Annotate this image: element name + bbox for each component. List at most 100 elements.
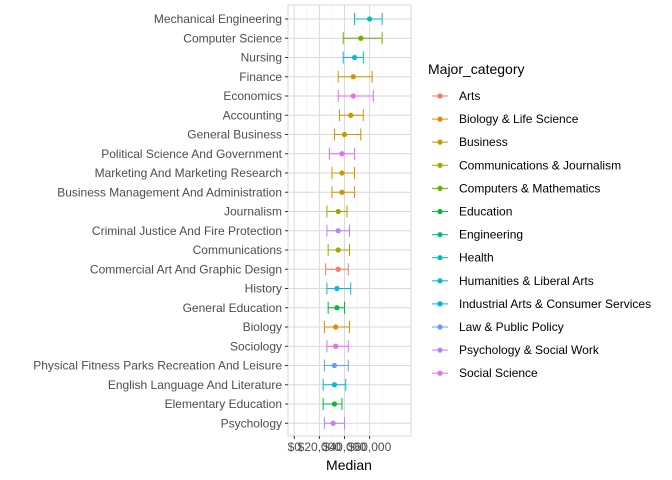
errorbar-point xyxy=(342,51,364,64)
legend-label: Computers & Mathematics xyxy=(459,181,600,195)
y-tick-label: Commercial Art And Graphic Design xyxy=(90,262,282,276)
legend-key-point xyxy=(437,301,443,307)
x-tick-label: $40,000 xyxy=(323,440,367,454)
y-tick-label: Accounting xyxy=(223,108,282,122)
legend-label: Humanities & Liberal Arts xyxy=(459,274,594,288)
legend-entry: Industrial Arts & Consumer Services xyxy=(432,297,651,311)
errorbar-point xyxy=(333,128,362,141)
errorbar-point xyxy=(327,301,345,314)
legend-key-point xyxy=(437,278,443,284)
legend-entry: Law & Public Policy xyxy=(432,320,564,334)
legend-entry: Arts xyxy=(432,89,480,103)
errorbar-point xyxy=(338,109,364,122)
legend-key-point xyxy=(437,162,443,168)
median-point xyxy=(350,74,356,80)
y-tick-label: Journalism xyxy=(224,205,282,219)
errorbar-point xyxy=(331,186,356,199)
legend-key-point xyxy=(437,255,443,261)
median-point xyxy=(339,151,345,157)
median-point xyxy=(339,189,345,195)
y-tick-label: Business Management And Administration xyxy=(57,185,282,199)
median-point xyxy=(334,305,340,311)
legend-entry: Social Science xyxy=(432,366,538,380)
median-point xyxy=(331,362,338,369)
y-tick-label: Communications xyxy=(193,243,282,257)
plot-panel xyxy=(288,5,411,436)
errorbar-point xyxy=(326,282,352,295)
median-point xyxy=(335,208,341,215)
errorbar-point xyxy=(337,90,374,102)
y-tick-label: Mechanical Engineering xyxy=(154,12,282,26)
legend-entry: Biology & Life Science xyxy=(432,112,579,126)
median-point xyxy=(331,382,338,388)
y-tick-label: History xyxy=(245,282,282,296)
x-tick-label: $20,000 xyxy=(298,440,342,454)
legend-label: Psychology & Social Work xyxy=(459,343,600,357)
legend-entry: Humanities & Liberal Arts xyxy=(432,274,594,288)
legend-label: Arts xyxy=(459,89,480,103)
legend-key-point xyxy=(437,139,443,145)
legend-key-point xyxy=(437,370,443,376)
errorbar-point xyxy=(327,244,350,256)
median-point xyxy=(335,266,341,272)
legend-key-point xyxy=(437,324,443,330)
legend-entry: Communications & Journalism xyxy=(432,158,621,172)
x-tick-label: $0 xyxy=(288,440,302,454)
errorbar-point xyxy=(323,359,349,372)
median-point xyxy=(331,401,338,407)
y-tick-label: English Language And Literature xyxy=(108,378,282,392)
median-point xyxy=(358,35,364,41)
y-tick-label: Biology xyxy=(243,320,282,334)
legend-key-point xyxy=(437,116,443,122)
errorbar-point xyxy=(322,398,343,410)
median-point xyxy=(366,16,373,22)
y-tick-label: Finance xyxy=(239,70,282,84)
legend: Major_category Arts Biology & Life Scienc… xyxy=(428,61,651,380)
legend-entry: Engineering xyxy=(432,228,523,242)
y-tick-label: Physical Fitness Parks Recreation And Le… xyxy=(33,359,282,373)
y-tick-label: Psychology xyxy=(221,416,282,430)
legend-key-point xyxy=(437,232,443,238)
legend-label: Engineering xyxy=(459,228,523,242)
errorbar-point xyxy=(325,263,349,276)
legend-label: Biology & Life Science xyxy=(459,112,579,126)
legend-entry: Education xyxy=(432,205,512,219)
y-tick-label: Marketing And Marketing Research xyxy=(95,166,282,180)
legend-key-point xyxy=(437,93,443,99)
median-point xyxy=(351,54,358,61)
y-tick-label: Political Science And Government xyxy=(101,147,282,161)
median-point xyxy=(330,420,336,426)
errorbar-point xyxy=(326,205,348,218)
median-point xyxy=(350,93,356,99)
errorbar-point xyxy=(342,32,383,45)
y-axis-labels: Mechanical Engineering Computer Science Nu… xyxy=(33,12,288,430)
median-point xyxy=(339,170,345,176)
errorbar-point xyxy=(326,224,350,237)
legend-label: Business xyxy=(459,135,508,149)
y-tick-label: General Business xyxy=(187,128,282,142)
x-tick-label: $60,000 xyxy=(348,440,392,454)
y-tick-label: Economics xyxy=(223,89,282,103)
median-point xyxy=(335,228,341,234)
legend-entry: Health xyxy=(432,251,494,265)
legend-title: Major_category xyxy=(428,61,525,77)
legend-key-point xyxy=(437,208,443,215)
legend-entry: Psychology & Social Work xyxy=(432,343,600,357)
errorbar-point xyxy=(323,321,350,333)
y-tick-label: Computer Science xyxy=(183,31,282,45)
legend-label: Industrial Arts & Consumer Services xyxy=(459,297,651,311)
median-point xyxy=(333,343,339,349)
errorbar-point xyxy=(331,167,356,179)
errorbar-point xyxy=(354,13,383,25)
errorbar-point xyxy=(328,147,356,160)
data-marks xyxy=(322,13,383,430)
errorbar-point xyxy=(322,378,347,391)
x-axis-title: Median xyxy=(326,457,372,473)
x-axis-labels: $0$20,000$40,000$60,000 xyxy=(288,436,392,454)
legend-label: Health xyxy=(459,251,494,265)
y-tick-label: General Education xyxy=(183,301,282,315)
legend-label: Social Science xyxy=(459,366,538,380)
y-tick-label: Criminal Justice And Fire Protection xyxy=(92,224,282,238)
y-tick-label: Elementary Education xyxy=(165,397,282,411)
